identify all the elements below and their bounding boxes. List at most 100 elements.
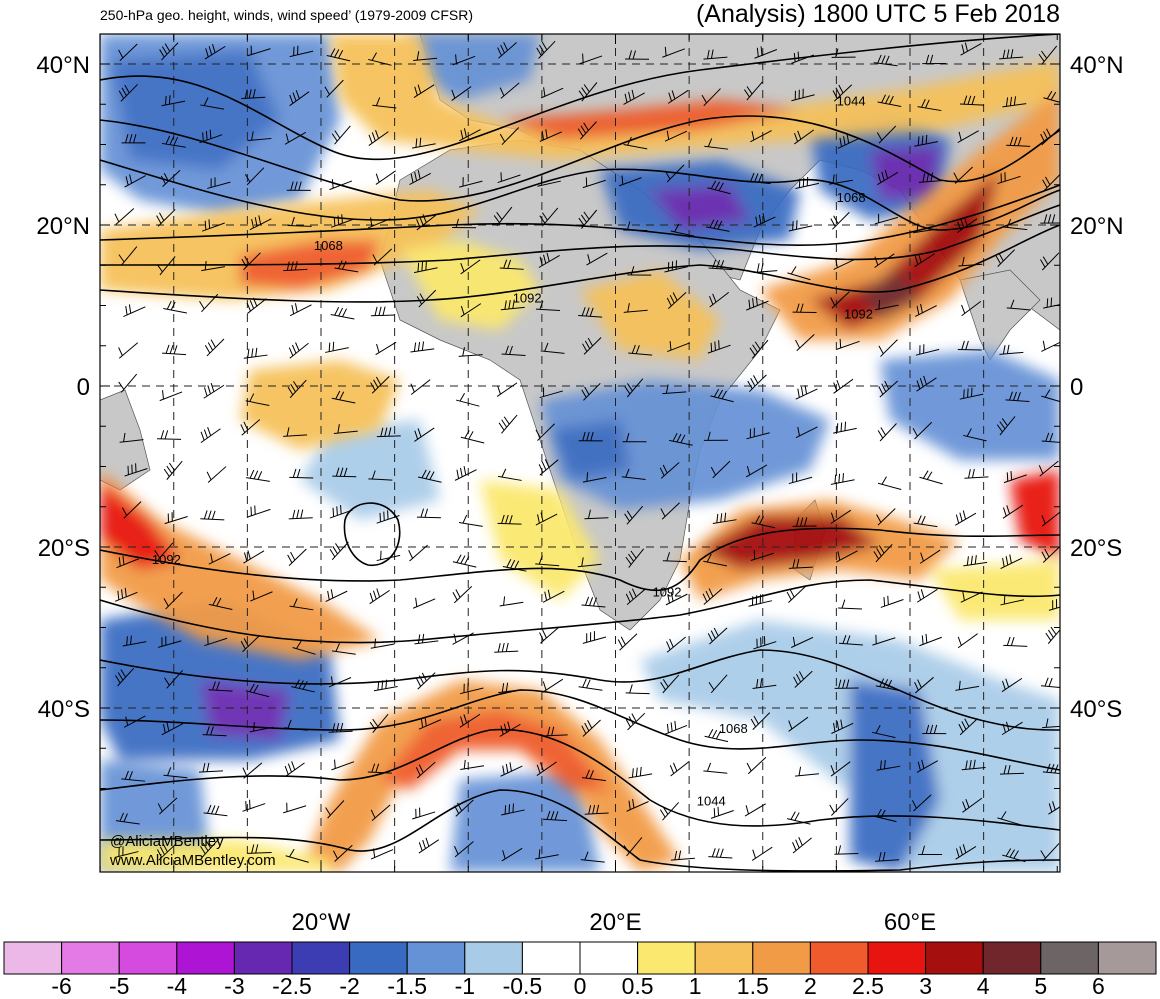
weather-map-figure: 250-hPa geo. height, winds, wind speed’ … [0,0,1160,999]
colorbar-swatch [177,942,235,974]
colorbar-tick-label: 2.5 [852,973,884,999]
wind-barb-feather [797,220,798,229]
longitude-label: 20°W [292,909,351,936]
wind-barb-feather [719,340,720,349]
chart-title-left: 250-hPa geo. height, winds, wind speed’ … [100,7,473,23]
wind-barb-feather [841,423,842,432]
colorbar-swatch [1098,942,1156,974]
wind-barb-feather [329,343,330,352]
colorbar-swatch [926,942,984,974]
colorbar-tick-label: -5 [109,973,129,999]
wind-barb-feather [711,343,712,352]
wind-barb-feather [337,506,338,515]
map-plot-area: 104410681068109210921092109210681044 @Al… [100,34,1072,872]
wind-barb-feather [335,760,336,769]
colorbar-tick-label: 0 [574,973,587,999]
wind-barb-feather [968,389,969,398]
latitude-label-left: 0 [77,374,90,401]
latitude-label-left: 40°N [36,52,90,79]
contour-label: 1092 [653,584,682,599]
colorbar-swatch [868,942,926,974]
wind-barb-feather [418,263,419,272]
contour-label: 1068 [314,238,343,253]
colorbar-swatch [638,942,696,974]
colorbar-swatch [234,942,292,974]
wind-barb-feather [334,217,335,226]
colorbar-swatch [810,942,868,974]
colorbar-tick-label: -6 [51,973,71,999]
colorbar-tick-label: -0.5 [503,973,543,999]
wind-barb-feather [1007,472,1008,481]
longitude-labels: 20°W 20°E 60°E [292,909,937,936]
colorbar-swatch [753,942,811,974]
latitude-label-right: 40°S [1070,696,1122,723]
wind-barb-feather [622,176,623,185]
colorbar-swatch [695,942,753,974]
wind-barb-feather [1011,471,1012,480]
wind-barb-feather [250,800,251,809]
colorbar-tick-label: -4 [167,973,188,999]
contour-label: 1044 [697,794,726,809]
contour-label: 1068 [719,721,748,736]
wind-barb-feather [341,505,342,514]
wind-barb-feather [1051,298,1052,307]
wind-barb-feather [715,341,716,350]
latitude-label-right: 20°N [1070,213,1124,240]
wind-barb-feather [793,221,794,230]
wind-barb-feather [837,423,838,432]
negative-anomaly-arabia-core [870,145,940,200]
colorbar-tick-label: -3 [224,973,244,999]
wind-barb-feather [333,508,334,517]
contour-label: 1092 [513,290,542,305]
colorbar-tick-label: -2 [339,973,359,999]
latitude-label-left: 40°S [38,696,90,723]
wind-barb-staff [289,477,313,478]
wind-barb-feather [342,214,343,223]
latitude-label-left: 20°N [36,213,90,240]
wind-barb-feather [165,96,166,105]
credit-website: www.AliciaMBentley.com [109,852,276,869]
longitude-label: 20°E [589,909,641,936]
wind-barb-feather [922,136,923,145]
wind-barb-feather [338,216,339,225]
chart-title-right: (Analysis) 1800 UTC 5 Feb 2018 [696,0,1060,28]
colorbar-tick-label: 4 [977,973,990,999]
wind-barb-feather [884,597,885,606]
wind-barb-feather [839,474,840,483]
negative-anomaly-south-atlantic-core [200,680,290,740]
wind-barb-feather [513,803,514,812]
wind-barb-feather [254,722,255,731]
contour-label: 1092 [844,307,873,322]
wind-barb-feather [888,596,889,605]
longitude-label: 60°E [884,909,936,936]
latitude-label-right: 20°S [1070,535,1122,562]
wind-barb-feather [426,261,427,270]
wind-barb-feather [1047,298,1048,307]
wind-barb-feather [209,219,210,228]
colorbar-tick-label: 3 [919,973,932,999]
wind-barb-feather [169,95,170,104]
wind-barb-feather [422,262,423,271]
colorbar-swatch [580,942,638,974]
colorbar-swatch [465,942,523,974]
colorbar-swatch [4,942,62,974]
colorbar-tick-label: -1 [455,973,475,999]
colorbar-swatch [407,942,465,974]
wind-barb-feather [203,132,204,141]
contour-label: 1068 [837,190,866,205]
colorbar-tick-label: 2 [804,973,817,999]
wind-barb-feather [845,422,846,431]
colorbar-swatch [350,942,408,974]
wind-barb-feather [333,342,334,351]
wind-barb-feather [835,475,836,484]
wind-barb-feather [714,808,715,817]
colorbar-tick-label: -2.5 [272,973,312,999]
wind-barb-feather [206,131,207,140]
wind-barb-feather [210,130,211,139]
latitude-label-left: 20°S [38,535,90,562]
colorbar-swatch [983,942,1041,974]
colorbar-tick-label: 0.5 [622,973,654,999]
colorbar-swatch [292,942,350,974]
wind-barb-feather [843,473,844,482]
latitude-label-right: 0 [1070,374,1083,401]
